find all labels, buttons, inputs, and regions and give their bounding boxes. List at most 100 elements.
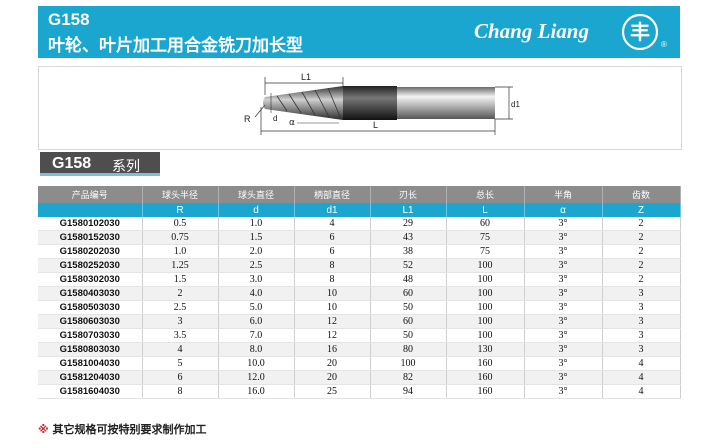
table-cell: 3° [524,244,603,259]
tool-neck [343,86,397,120]
table-cell: 8.0 [218,342,295,357]
table-row: G1580152030 0.75 1.5 6 43 75 3° 2 [38,230,681,245]
table-cell: 3.0 [218,272,295,287]
column-header: 柄部直径 [294,186,371,203]
table-cell: 3 [602,314,681,329]
symbol-row: R d d1 L1 L α Z [38,203,681,217]
table-cell: 100 [370,356,447,371]
brand-logo-icon: 丰 [621,13,659,51]
table-cell: 60 [370,286,447,301]
table-row: G1581004030 5 10.0 20 100 160 3° 4 [38,356,681,371]
product-number-cell: G1581004030 [38,356,143,371]
table-row: G1580102030 0.5 1.0 4 29 60 3° 2 [38,217,681,231]
tool-shank [395,87,495,119]
table-cell: 4 [602,384,681,399]
table-cell: 100 [446,314,525,329]
label-R: R [244,114,251,124]
table-cell: 60 [446,217,525,231]
product-number-cell: G1580503030 [38,300,143,315]
table-cell: 3° [524,384,603,399]
table-cell: 160 [446,384,525,399]
table-cell: 2 [602,217,681,231]
product-code: G158 [48,10,90,29]
table-cell: 52 [370,258,447,273]
table-cell: 12 [294,314,371,329]
table-row: G1580302030 1.5 3.0 8 48 100 3° 2 [38,272,681,287]
table-cell: 8 [294,272,371,287]
note-text: 其它规格可按特别要求制作加工 [52,423,207,436]
product-number-cell: G1580252030 [38,258,143,273]
header-banner: G158 叶轮、叶片加工用合金铣刀加长型 Chang Liang 丰 ® [38,6,680,58]
table-cell: 6 [294,244,371,259]
table-cell: 3° [524,272,603,287]
product-number-cell: G1580152030 [38,230,143,245]
table-cell: 3° [524,300,603,315]
table-cell: 3° [524,356,603,371]
table-cell: 48 [370,272,447,287]
table-cell: 3° [524,342,603,357]
table-cell: 100 [446,328,525,343]
column-symbol: L [446,203,525,217]
table-cell: 12 [294,328,371,343]
table-cell: 0.75 [142,230,219,245]
label-alpha: α [289,118,295,128]
series-code: G158 [52,155,92,172]
spec-table-body: G1580102030 0.5 1.0 4 29 60 3° 2 G1580152030 0.75… [38,217,681,399]
footnote: ※ 其它规格可按特别要求制作加工 [38,421,207,437]
table-cell: 2.5 [218,258,295,273]
table-cell: 3 [142,314,219,329]
table-row: G1581204030 6 12.0 20 82 160 3° 4 [38,370,681,385]
tool-diagram: L1 L R α d d1 [38,66,682,150]
table-cell: 0.5 [142,217,219,231]
table-cell: 3° [524,217,603,231]
table-cell: 10 [294,300,371,315]
table-row: G1580603030 3 6.0 12 60 100 3° 3 [38,314,681,329]
table-cell: 100 [446,258,525,273]
table-cell: 2.0 [218,244,295,259]
note-mark: ※ [38,423,49,436]
table-cell: 1.5 [142,272,219,287]
table-cell: 160 [446,356,525,371]
column-symbol: α [524,203,603,217]
table-cell: 1.0 [142,244,219,259]
table-cell: 94 [370,384,447,399]
table-cell: 5.0 [218,300,295,315]
table-cell: 6 [294,230,371,245]
table-row: G1580252030 1.25 2.5 8 52 100 3° 2 [38,258,681,273]
table-cell: 25 [294,384,371,399]
column-header-row: 产品编号 球头半径 球头直径 柄部直径 刃长 总长 半角 齿数 [38,186,681,203]
product-number-cell: G1581204030 [38,370,143,385]
table-cell: 75 [446,230,525,245]
table-cell: 16 [294,342,371,357]
product-number-cell: G1580302030 [38,272,143,287]
column-symbol: Z [602,203,681,217]
table-cell: 4 [142,342,219,357]
table-cell: 2.5 [142,300,219,315]
product-number-cell: G1580803030 [38,342,143,357]
table-row: G1580202030 1.0 2.0 6 38 75 3° 2 [38,244,681,259]
table-cell: 3 [602,300,681,315]
table-cell: 2 [602,230,681,245]
table-cell: 3° [524,286,603,301]
table-cell: 50 [370,328,447,343]
table-cell: 8 [294,258,371,273]
tool-flutes [263,86,343,120]
table-cell: 4 [294,217,371,231]
table-cell: 100 [446,300,525,315]
table-cell: 20 [294,356,371,371]
table-cell: 3.5 [142,328,219,343]
table-cell: 1.25 [142,258,219,273]
table-cell: 2 [602,272,681,287]
table-row: G1580703030 3.5 7.0 12 50 100 3° 3 [38,328,681,343]
product-number-cell: G1580603030 [38,314,143,329]
column-header: 产品编号 [38,186,143,203]
column-header: 球头直径 [218,186,295,203]
table-cell: 130 [446,342,525,357]
column-header: 球头半径 [142,186,219,203]
table-cell: 8 [142,384,219,399]
table-cell: 3 [602,342,681,357]
table-cell: 100 [446,286,525,301]
column-header: 刃长 [370,186,447,203]
table-cell: 38 [370,244,447,259]
table-cell: 4 [602,356,681,371]
